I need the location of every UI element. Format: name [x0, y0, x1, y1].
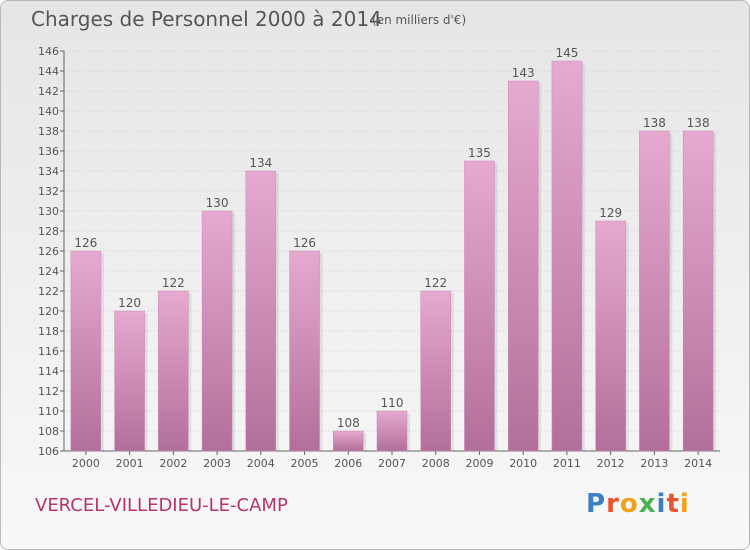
chart-subtitle: (en milliers d'€): [372, 13, 467, 27]
bar-2014: [682, 130, 714, 452]
data-label: 138: [687, 116, 710, 130]
x-tick-label: 2000: [72, 457, 100, 470]
y-tick-label: 122: [38, 285, 59, 298]
bar-2007: [376, 410, 408, 452]
data-label: 122: [424, 276, 447, 290]
y-tick-label: 118: [38, 325, 59, 338]
bar-2003: [201, 210, 233, 452]
y-tick-label: 110: [38, 405, 59, 418]
labels: 126 2000 120 2001 122 2002 130 2003 134 2004 126 20…: [72, 46, 712, 470]
y-tick-label: 120: [38, 305, 59, 318]
x-tick-label: 2012: [597, 457, 625, 470]
data-label: 120: [118, 296, 141, 310]
data-label: 130: [206, 196, 229, 210]
x-tick-label: 2005: [291, 457, 319, 470]
x-tick-label: 2009: [465, 457, 493, 470]
y-tick-label: 124: [38, 265, 59, 278]
y-tick-label: 134: [38, 165, 59, 178]
bar-2002: [158, 290, 189, 452]
data-label: 122: [162, 276, 185, 290]
y-tick-label: 116: [38, 345, 59, 358]
bar-2001: [114, 310, 145, 452]
town-name: VERCEL-VILLEDIEU-LE-CAMP: [35, 495, 288, 516]
data-label: 135: [468, 146, 491, 160]
bar-2009: [464, 160, 495, 452]
y-tick-label: 140: [38, 105, 59, 118]
data-label: 143: [512, 66, 535, 80]
bar-2008: [420, 290, 451, 452]
logo-letter: o: [619, 489, 639, 519]
data-label: 126: [293, 236, 316, 250]
y-tick-label: 126: [38, 245, 59, 258]
data-label: 138: [643, 116, 666, 130]
y-tick-label: 130: [38, 205, 59, 218]
data-label: 110: [381, 396, 404, 410]
data-label: 129: [599, 206, 622, 220]
bar-2004: [245, 170, 277, 452]
bar-2000: [70, 250, 102, 452]
bars: [70, 60, 717, 452]
x-tick-label: 2004: [247, 457, 275, 470]
y-tick-label: 138: [38, 125, 59, 138]
bar-2006: [333, 430, 364, 452]
x-tick-label: 2010: [509, 457, 537, 470]
x-tick-label: 2007: [378, 457, 406, 470]
data-label: 126: [74, 236, 97, 250]
y-tick-label: 132: [38, 185, 59, 198]
y-tick-label: 114: [38, 365, 59, 378]
data-label: 134: [249, 156, 272, 170]
y-tick-label: 112: [38, 385, 59, 398]
x-tick-label: 2006: [334, 457, 362, 470]
x-tick-label: 2011: [553, 457, 581, 470]
logo-letter: i: [679, 489, 690, 519]
logo-letter: i: [656, 489, 667, 519]
bar-2013: [639, 130, 670, 452]
bar-2005: [289, 250, 320, 452]
axes: 106 108 110 112 114 116 118 120 122 124 126 128 130 1…: [38, 45, 720, 458]
logo-letter: x: [638, 489, 657, 519]
y-tick-label: 136: [38, 145, 59, 158]
logo-letter: t: [666, 489, 680, 519]
y-tick-label: 142: [38, 85, 59, 98]
chart-title: Charges de Personnel 2000 à 2014: [31, 7, 382, 31]
x-tick-label: 2013: [640, 457, 668, 470]
proxiti-logo: Proxiti: [586, 489, 690, 519]
y-tick-label: 106: [38, 445, 59, 458]
x-tick-label: 2014: [684, 457, 712, 470]
x-tick-label: 2001: [116, 457, 144, 470]
x-tick-label: 2003: [203, 457, 231, 470]
y-tick-label: 146: [38, 45, 59, 58]
bar-2011: [551, 60, 583, 452]
y-tick-label: 144: [38, 65, 59, 78]
x-tick-label: 2008: [422, 457, 450, 470]
bar-2012: [595, 220, 626, 452]
logo-letter: P: [586, 489, 607, 519]
data-label: 145: [555, 46, 578, 60]
bar-2010: [507, 80, 539, 452]
data-label: 108: [337, 416, 360, 430]
x-tick-label: 2002: [159, 457, 187, 470]
logo-letter: r: [606, 489, 620, 519]
y-tick-label: 108: [38, 425, 59, 438]
y-tick-label: 128: [38, 225, 59, 238]
